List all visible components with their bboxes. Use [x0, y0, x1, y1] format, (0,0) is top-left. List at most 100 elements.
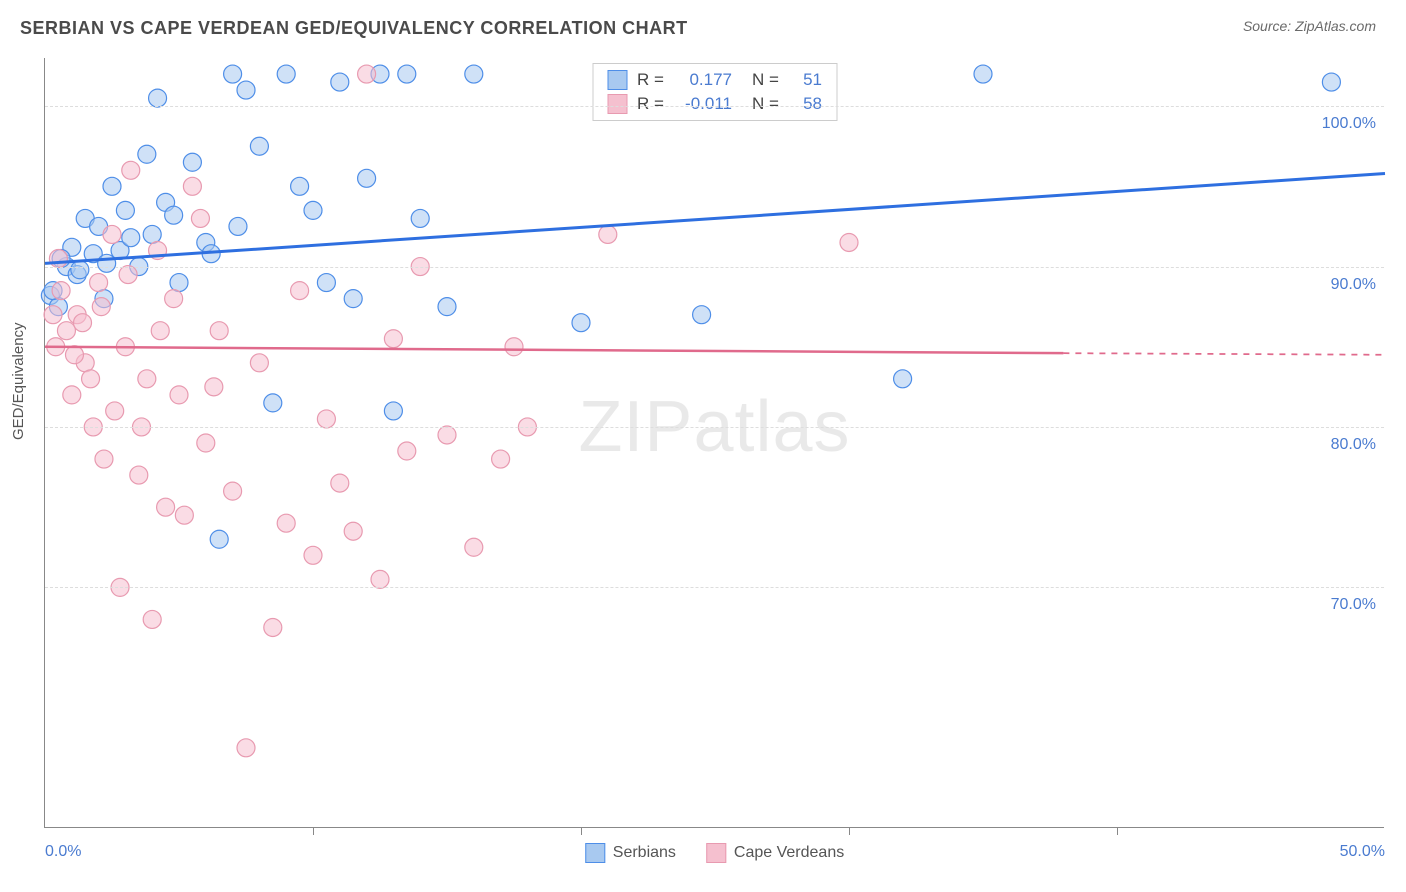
data-point — [149, 89, 167, 107]
legend-swatch — [607, 94, 627, 114]
scatter-plot — [45, 58, 1384, 827]
data-point — [277, 65, 295, 83]
data-point — [411, 209, 429, 227]
data-point — [170, 274, 188, 292]
data-point — [317, 274, 335, 292]
data-point — [398, 65, 416, 83]
data-point — [304, 201, 322, 219]
data-point — [237, 81, 255, 99]
chart-area: ZIPatlas R = 0.177 N = 51 R = -0.011 N =… — [44, 58, 1384, 828]
data-point — [438, 298, 456, 316]
data-point — [197, 434, 215, 452]
data-point — [505, 338, 523, 356]
data-point — [82, 370, 100, 388]
data-point — [344, 290, 362, 308]
data-point — [331, 474, 349, 492]
data-point — [170, 386, 188, 404]
data-point — [210, 530, 228, 548]
data-point — [44, 306, 62, 324]
xtick-label: 50.0% — [1340, 843, 1385, 861]
trend-line-dashed — [1063, 353, 1385, 355]
data-point — [384, 402, 402, 420]
data-point — [384, 330, 402, 348]
ytick-label: 80.0% — [1331, 436, 1376, 454]
data-point — [191, 209, 209, 227]
legend-item: Serbians — [585, 843, 676, 863]
data-point — [317, 410, 335, 428]
data-point — [250, 354, 268, 372]
chart-title: SERBIAN VS CAPE VERDEAN GED/EQUIVALENCY … — [20, 18, 688, 39]
data-point — [165, 206, 183, 224]
legend-swatch — [607, 70, 627, 90]
data-point — [224, 482, 242, 500]
data-point — [103, 177, 121, 195]
legend-swatch — [585, 843, 605, 863]
gridline — [45, 106, 1384, 107]
trend-line — [45, 347, 1063, 353]
data-point — [894, 370, 912, 388]
data-point — [122, 161, 140, 179]
data-point — [57, 322, 75, 340]
legend-stat-row: R = -0.011 N = 58 — [607, 92, 822, 116]
data-point — [250, 137, 268, 155]
data-point — [264, 618, 282, 636]
gridline — [45, 427, 1384, 428]
data-point — [358, 65, 376, 83]
data-point — [205, 378, 223, 396]
data-point — [465, 65, 483, 83]
data-point — [331, 73, 349, 91]
data-point — [122, 229, 140, 247]
data-point — [49, 250, 67, 268]
ytick-label: 70.0% — [1331, 596, 1376, 614]
data-point — [95, 450, 113, 468]
data-point — [116, 201, 134, 219]
data-point — [63, 386, 81, 404]
data-point — [74, 314, 92, 332]
data-point — [974, 65, 992, 83]
header: SERBIAN VS CAPE VERDEAN GED/EQUIVALENCY … — [0, 0, 1406, 47]
data-point — [277, 514, 295, 532]
ytick-label: 90.0% — [1331, 276, 1376, 294]
xtick — [313, 827, 314, 835]
data-point — [143, 610, 161, 628]
xtick — [581, 827, 582, 835]
legend-series: Serbians Cape Verdeans — [585, 843, 844, 863]
data-point — [157, 498, 175, 516]
data-point — [229, 217, 247, 235]
legend-stats: R = 0.177 N = 51 R = -0.011 N = 58 — [592, 63, 837, 121]
data-point — [465, 538, 483, 556]
gridline — [45, 267, 1384, 268]
data-point — [175, 506, 193, 524]
data-point — [65, 346, 83, 364]
data-point — [183, 177, 201, 195]
data-point — [52, 282, 70, 300]
data-point — [138, 370, 156, 388]
data-point — [183, 153, 201, 171]
data-point — [291, 282, 309, 300]
data-point — [92, 298, 110, 316]
data-point — [264, 394, 282, 412]
legend-stat-row: R = 0.177 N = 51 — [607, 68, 822, 92]
data-point — [103, 225, 121, 243]
xtick — [1117, 827, 1118, 835]
data-point — [344, 522, 362, 540]
data-point — [98, 254, 116, 272]
y-axis-label: GED/Equivalency — [10, 322, 27, 440]
data-point — [237, 739, 255, 757]
data-point — [106, 402, 124, 420]
legend-item: Cape Verdeans — [706, 843, 844, 863]
data-point — [492, 450, 510, 468]
data-point — [304, 546, 322, 564]
data-point — [693, 306, 711, 324]
data-point — [165, 290, 183, 308]
data-point — [398, 442, 416, 460]
data-point — [224, 65, 242, 83]
data-point — [119, 266, 137, 284]
data-point — [151, 322, 169, 340]
data-point — [138, 145, 156, 163]
data-point — [599, 225, 617, 243]
source-label: Source: ZipAtlas.com — [1243, 18, 1376, 34]
data-point — [371, 570, 389, 588]
data-point — [438, 426, 456, 444]
legend-swatch — [706, 843, 726, 863]
